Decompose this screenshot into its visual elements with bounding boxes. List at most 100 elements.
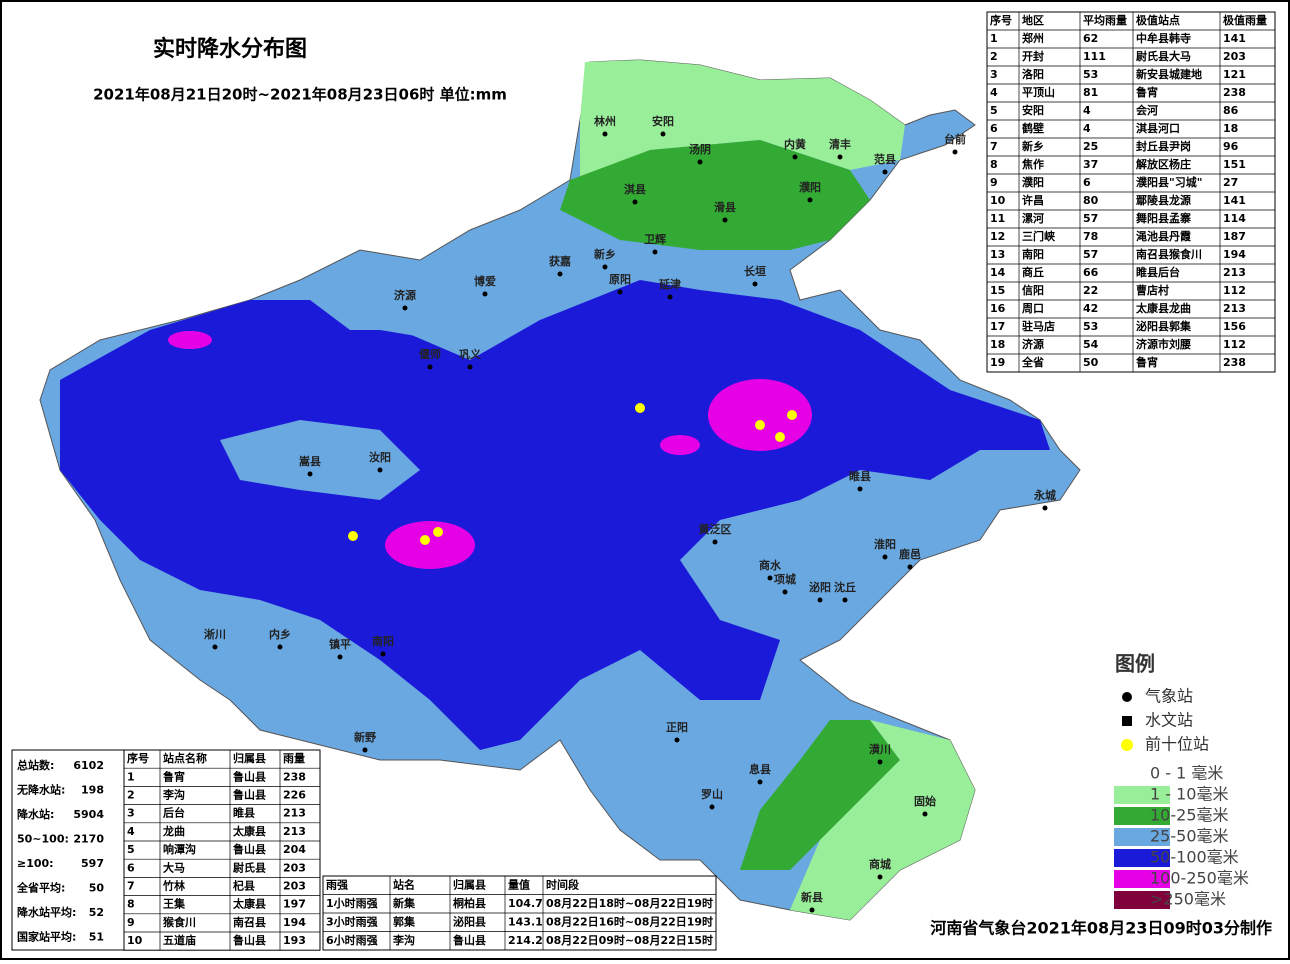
table-cell: 漯河	[1022, 211, 1044, 225]
top-station	[755, 420, 765, 430]
place-label: 滑县	[714, 200, 736, 214]
place-label: 息县	[749, 762, 771, 776]
table-cell: 37	[1083, 158, 1098, 171]
table-cell: 新集	[393, 896, 416, 910]
table-cell: 郭集	[393, 914, 416, 928]
table-cell: 53	[1083, 68, 1098, 81]
table-header: 归属县	[233, 751, 266, 765]
legend-label: >250毫米	[1150, 890, 1226, 909]
table-cell: 李沟	[162, 788, 185, 802]
place-label: 濮阳	[799, 180, 821, 194]
legend-swatch	[1114, 849, 1170, 867]
place-label: 永城	[1033, 488, 1056, 502]
place-label: 镇平	[329, 637, 351, 651]
table-cell: 81	[1083, 86, 1098, 99]
table-cell: 5	[127, 843, 135, 856]
table-cell: 114	[1223, 212, 1246, 225]
table-border	[123, 749, 321, 951]
table-cell: 111	[1083, 50, 1106, 63]
table-cell: 竹林	[162, 879, 185, 893]
stat-value: 5904	[73, 808, 104, 821]
top-station	[348, 531, 358, 541]
place-label: 林州	[594, 114, 616, 128]
table-cell: 后台	[163, 806, 185, 820]
place-label: 原阳	[609, 272, 631, 286]
stat-value: 52	[89, 906, 104, 919]
table-cell: 13	[990, 248, 1005, 261]
table-cell: 1	[127, 770, 135, 783]
weather-station	[709, 804, 715, 810]
title: 实时降水分布图	[153, 36, 307, 62]
stat-label: 国家站平均:	[17, 930, 76, 944]
table-cell: 尉氏县	[233, 860, 266, 874]
table-cell: 17	[990, 320, 1005, 333]
place-label: 范县	[874, 152, 896, 166]
legend-swatch	[1114, 765, 1170, 783]
table-cell: 193	[283, 934, 306, 947]
weather-station	[602, 264, 608, 270]
table-cell: 53	[1083, 320, 1098, 333]
weather-station	[617, 289, 623, 295]
table-cell: 4	[990, 86, 998, 99]
table-cell: 121	[1223, 68, 1246, 81]
table-cell: 78	[1083, 230, 1098, 243]
weather-station	[307, 471, 313, 477]
zone-1-10	[580, 60, 905, 180]
table-cell: 19	[990, 356, 1005, 369]
table-cell: 112	[1223, 284, 1246, 297]
table-cell: 鲁山县	[233, 842, 266, 856]
legend-title: 图例	[1115, 652, 1155, 676]
table-cell: 洛阳	[1022, 67, 1044, 81]
table-cell: 9	[127, 916, 135, 929]
place-label: 济源	[394, 288, 416, 302]
zone-100-250	[168, 331, 212, 349]
stat-value: 6102	[73, 759, 104, 772]
table-cell: 睢县	[233, 806, 255, 820]
table-cell: 187	[1223, 230, 1246, 243]
top-station	[775, 432, 785, 442]
place-label: 鹿邑	[899, 547, 921, 561]
table-cell: 156	[1223, 320, 1246, 333]
table-cell: 五道庙	[163, 933, 196, 947]
table-cell: 桐柏县	[453, 896, 486, 910]
table-cell: 203	[1223, 50, 1246, 63]
table-cell: 鲁宵	[1136, 85, 1158, 99]
table-cell: 封丘县尹岗	[1136, 139, 1191, 153]
table-cell: 济源市刘腰	[1136, 337, 1191, 351]
table-cell: 197	[283, 898, 306, 911]
legend-swatch	[1114, 870, 1170, 888]
legend-label: 100-250毫米	[1150, 869, 1249, 888]
place-label: 新野	[354, 730, 376, 744]
legend-swatch	[1114, 891, 1170, 909]
stat-label: 全省平均:	[16, 881, 65, 895]
legend-label: 前十位站	[1145, 735, 1209, 754]
weather-station	[882, 169, 888, 175]
legend-swatch	[1114, 807, 1170, 825]
zone-1-10	[790, 720, 975, 920]
place-label: 商水	[759, 558, 782, 572]
table-cell: 18	[1223, 122, 1238, 135]
place-label: 长垣	[744, 264, 766, 278]
table-cell: 10	[127, 934, 143, 947]
table-cell: 信阳	[1022, 283, 1044, 297]
table-cell: 104.7	[508, 897, 543, 910]
weather-station	[482, 291, 488, 297]
stat-value: 51	[89, 931, 104, 944]
table-cell: 三门峡	[1022, 229, 1056, 243]
table-cell: 214.2	[508, 934, 543, 947]
weather-station	[857, 486, 863, 492]
legend-label: 气象站	[1145, 687, 1193, 706]
weather-station	[837, 154, 843, 160]
top-station	[787, 410, 797, 420]
table-cell: 南召县	[233, 915, 266, 929]
table-cell: 4	[1083, 122, 1091, 135]
weather-station	[277, 644, 283, 650]
legend-symbol	[1121, 739, 1133, 751]
place-label: 睢县	[849, 469, 871, 483]
zone-25-50	[220, 420, 420, 500]
place-label: 偃师	[419, 347, 441, 361]
weather-station	[467, 364, 473, 370]
table-cell: 平顶山	[1022, 85, 1055, 99]
table-cell: 7	[990, 140, 998, 153]
legend-label: 1 - 10毫米	[1150, 785, 1229, 804]
